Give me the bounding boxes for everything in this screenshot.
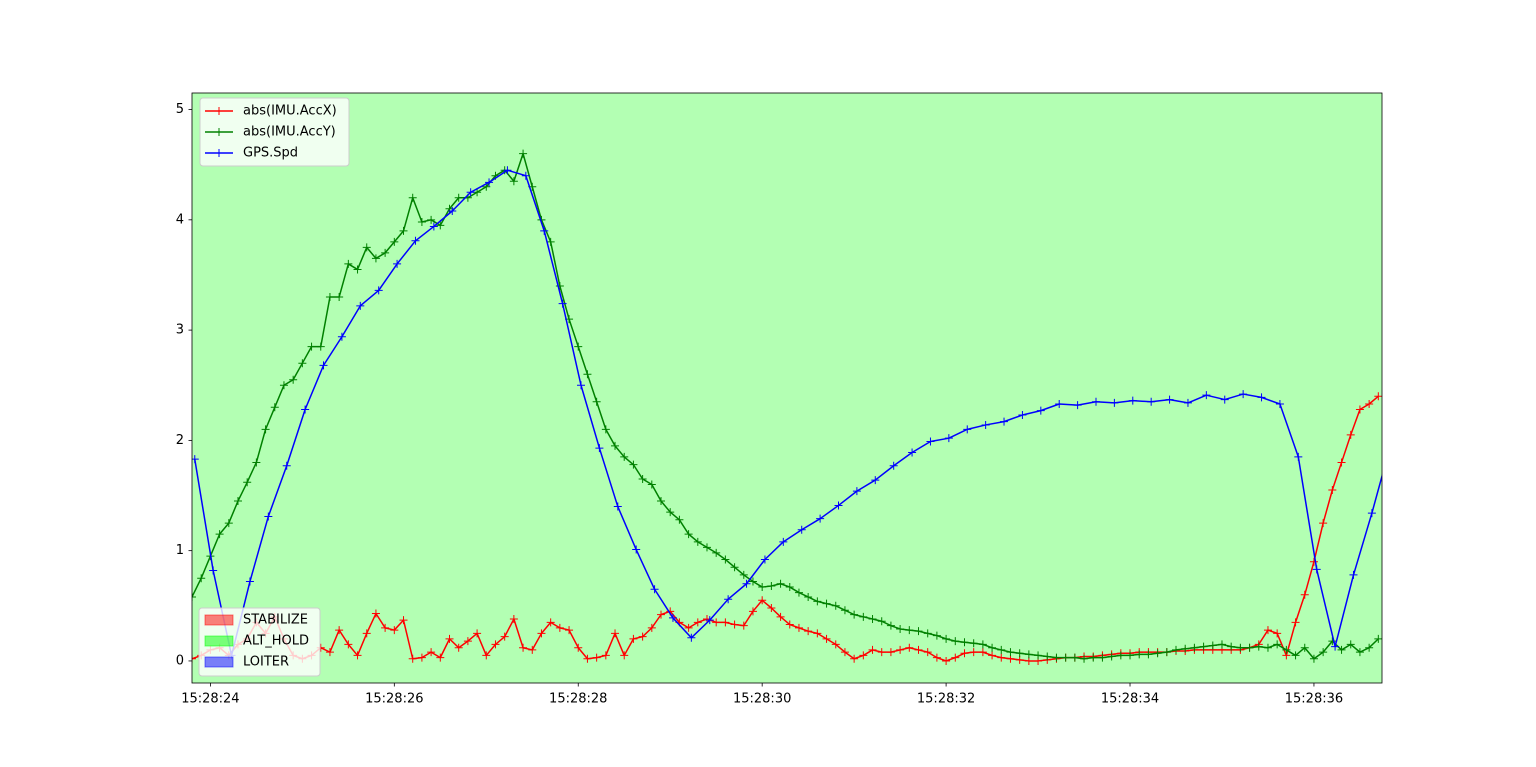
legend-label: GPS.Spd [243,146,298,161]
x-tick-label: 15:28:30 [733,692,791,707]
legend-label: ALT_HOLD [243,634,309,649]
x-tick-label: 15:28:28 [549,692,607,707]
series-markers [192,149,1382,663]
x-tick-label: 15:28:32 [917,692,975,707]
x-tick-label: 15:28:36 [1285,692,1343,707]
legend-label: abs(IMU.AccY) [243,125,336,140]
y-tick-label: 3 [176,323,184,338]
legend-marker [215,128,223,136]
legend-label: STABILIZE [243,613,308,628]
series-markers [192,166,1376,660]
legend-patch [204,614,234,626]
series-legend: abs(IMU.AccX) abs(IMU.AccY) GPS.Spd [199,97,350,167]
y-tick-label: 1 [176,543,184,558]
legend-label: LOITER [243,655,289,670]
legend-label: abs(IMU.AccX) [243,104,337,119]
y-tick-label: 0 [176,653,184,668]
plot-area [192,149,1382,665]
series-line [192,152,1379,660]
y-tick-label: 2 [176,433,184,448]
y-tick-label: 5 [176,102,184,117]
series-line [192,395,1379,662]
legend-patch [204,656,234,668]
x-tick-label: 15:28:34 [1101,692,1159,707]
legend-marker [215,107,223,115]
legend-patch [204,635,234,647]
series-line [194,169,1382,657]
y-tick-label: 4 [176,212,184,227]
legend-marker [215,149,223,157]
plot-frame [191,92,1383,684]
x-tick-label: 15:28:26 [365,692,423,707]
x-tick-label: 15:28:24 [181,692,239,707]
legend-frame [199,97,350,167]
plot-background [192,93,1382,683]
mode-legend: STABILIZE ALT_HOLD LOITER [198,607,321,677]
